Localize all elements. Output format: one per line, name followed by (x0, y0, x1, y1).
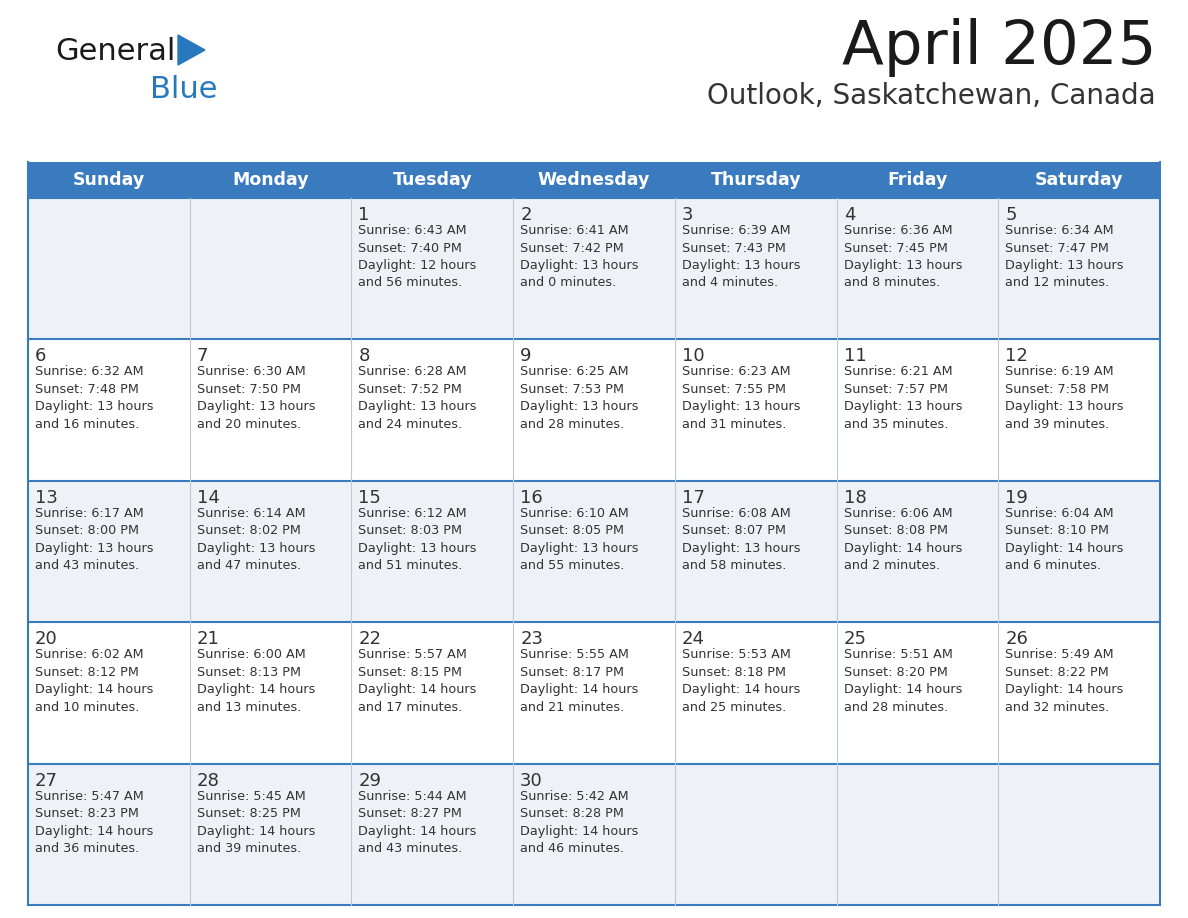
Text: 9: 9 (520, 347, 532, 365)
Text: 4: 4 (843, 206, 855, 224)
Text: Wednesday: Wednesday (538, 171, 650, 189)
Text: Sunrise: 6:12 AM
Sunset: 8:03 PM
Daylight: 13 hours
and 51 minutes.: Sunrise: 6:12 AM Sunset: 8:03 PM Dayligh… (359, 507, 476, 572)
Text: Sunrise: 6:36 AM
Sunset: 7:45 PM
Daylight: 13 hours
and 8 minutes.: Sunrise: 6:36 AM Sunset: 7:45 PM Dayligh… (843, 224, 962, 289)
Text: Saturday: Saturday (1035, 171, 1124, 189)
Bar (29, 622, 1159, 764)
Text: Sunrise: 6:00 AM
Sunset: 8:13 PM
Daylight: 14 hours
and 13 minutes.: Sunrise: 6:00 AM Sunset: 8:13 PM Dayligh… (197, 648, 315, 713)
Text: Blue: Blue (150, 75, 217, 105)
Text: Outlook, Saskatchewan, Canada: Outlook, Saskatchewan, Canada (707, 82, 1156, 110)
Polygon shape (178, 35, 206, 65)
Bar (29, 162, 1159, 198)
Text: 12: 12 (1005, 347, 1028, 365)
Text: Sunrise: 6:32 AM
Sunset: 7:48 PM
Daylight: 13 hours
and 16 minutes.: Sunrise: 6:32 AM Sunset: 7:48 PM Dayligh… (34, 365, 153, 431)
Text: 26: 26 (1005, 630, 1028, 648)
Text: Sunrise: 6:28 AM
Sunset: 7:52 PM
Daylight: 13 hours
and 24 minutes.: Sunrise: 6:28 AM Sunset: 7:52 PM Dayligh… (359, 365, 476, 431)
Text: Sunrise: 6:10 AM
Sunset: 8:05 PM
Daylight: 13 hours
and 55 minutes.: Sunrise: 6:10 AM Sunset: 8:05 PM Dayligh… (520, 507, 639, 572)
Text: 15: 15 (359, 488, 381, 507)
Text: 20: 20 (34, 630, 58, 648)
Text: 1: 1 (359, 206, 369, 224)
Text: Sunrise: 6:04 AM
Sunset: 8:10 PM
Daylight: 14 hours
and 6 minutes.: Sunrise: 6:04 AM Sunset: 8:10 PM Dayligh… (1005, 507, 1124, 572)
Text: Sunrise: 6:06 AM
Sunset: 8:08 PM
Daylight: 14 hours
and 2 minutes.: Sunrise: 6:06 AM Sunset: 8:08 PM Dayligh… (843, 507, 962, 572)
Text: Sunrise: 6:21 AM
Sunset: 7:57 PM
Daylight: 13 hours
and 35 minutes.: Sunrise: 6:21 AM Sunset: 7:57 PM Dayligh… (843, 365, 962, 431)
Bar (29, 764, 1159, 905)
Bar (29, 198, 1159, 340)
Text: 29: 29 (359, 772, 381, 789)
Text: Sunrise: 5:42 AM
Sunset: 8:28 PM
Daylight: 14 hours
and 46 minutes.: Sunrise: 5:42 AM Sunset: 8:28 PM Dayligh… (520, 789, 638, 855)
Bar (29, 481, 1159, 622)
Text: 22: 22 (359, 630, 381, 648)
Text: 23: 23 (520, 630, 543, 648)
Text: Sunrise: 5:47 AM
Sunset: 8:23 PM
Daylight: 14 hours
and 36 minutes.: Sunrise: 5:47 AM Sunset: 8:23 PM Dayligh… (34, 789, 153, 855)
Bar (29, 340, 1159, 481)
Text: Sunrise: 6:25 AM
Sunset: 7:53 PM
Daylight: 13 hours
and 28 minutes.: Sunrise: 6:25 AM Sunset: 7:53 PM Dayligh… (520, 365, 639, 431)
Text: Sunrise: 5:44 AM
Sunset: 8:27 PM
Daylight: 14 hours
and 43 minutes.: Sunrise: 5:44 AM Sunset: 8:27 PM Dayligh… (359, 789, 476, 855)
Text: Sunrise: 5:57 AM
Sunset: 8:15 PM
Daylight: 14 hours
and 17 minutes.: Sunrise: 5:57 AM Sunset: 8:15 PM Dayligh… (359, 648, 476, 713)
Text: 3: 3 (682, 206, 694, 224)
Text: 14: 14 (197, 488, 220, 507)
Text: Sunrise: 6:14 AM
Sunset: 8:02 PM
Daylight: 13 hours
and 47 minutes.: Sunrise: 6:14 AM Sunset: 8:02 PM Dayligh… (197, 507, 315, 572)
Text: April 2025: April 2025 (841, 18, 1156, 77)
Text: 6: 6 (34, 347, 46, 365)
Text: 21: 21 (197, 630, 220, 648)
Text: Sunrise: 5:45 AM
Sunset: 8:25 PM
Daylight: 14 hours
and 39 minutes.: Sunrise: 5:45 AM Sunset: 8:25 PM Dayligh… (197, 789, 315, 855)
Text: 5: 5 (1005, 206, 1017, 224)
Text: 16: 16 (520, 488, 543, 507)
Text: Sunday: Sunday (72, 171, 145, 189)
Text: Sunrise: 6:43 AM
Sunset: 7:40 PM
Daylight: 12 hours
and 56 minutes.: Sunrise: 6:43 AM Sunset: 7:40 PM Dayligh… (359, 224, 476, 289)
Text: 13: 13 (34, 488, 58, 507)
Text: 19: 19 (1005, 488, 1028, 507)
Text: 24: 24 (682, 630, 704, 648)
Text: 10: 10 (682, 347, 704, 365)
Text: Sunrise: 6:23 AM
Sunset: 7:55 PM
Daylight: 13 hours
and 31 minutes.: Sunrise: 6:23 AM Sunset: 7:55 PM Dayligh… (682, 365, 801, 431)
Text: 17: 17 (682, 488, 704, 507)
Text: Sunrise: 6:41 AM
Sunset: 7:42 PM
Daylight: 13 hours
and 0 minutes.: Sunrise: 6:41 AM Sunset: 7:42 PM Dayligh… (520, 224, 639, 289)
Text: General: General (55, 38, 176, 66)
Text: Sunrise: 6:34 AM
Sunset: 7:47 PM
Daylight: 13 hours
and 12 minutes.: Sunrise: 6:34 AM Sunset: 7:47 PM Dayligh… (1005, 224, 1124, 289)
Text: Sunrise: 6:17 AM
Sunset: 8:00 PM
Daylight: 13 hours
and 43 minutes.: Sunrise: 6:17 AM Sunset: 8:00 PM Dayligh… (34, 507, 153, 572)
Text: 18: 18 (843, 488, 866, 507)
Text: Tuesday: Tuesday (392, 171, 472, 189)
Text: Sunrise: 6:30 AM
Sunset: 7:50 PM
Daylight: 13 hours
and 20 minutes.: Sunrise: 6:30 AM Sunset: 7:50 PM Dayligh… (197, 365, 315, 431)
Text: Thursday: Thursday (710, 171, 801, 189)
Text: Sunrise: 6:08 AM
Sunset: 8:07 PM
Daylight: 13 hours
and 58 minutes.: Sunrise: 6:08 AM Sunset: 8:07 PM Dayligh… (682, 507, 801, 572)
Text: Sunrise: 5:49 AM
Sunset: 8:22 PM
Daylight: 14 hours
and 32 minutes.: Sunrise: 5:49 AM Sunset: 8:22 PM Dayligh… (1005, 648, 1124, 713)
Text: 27: 27 (34, 772, 58, 789)
Text: 11: 11 (843, 347, 866, 365)
Text: Sunrise: 5:51 AM
Sunset: 8:20 PM
Daylight: 14 hours
and 28 minutes.: Sunrise: 5:51 AM Sunset: 8:20 PM Dayligh… (843, 648, 962, 713)
Text: Friday: Friday (887, 171, 948, 189)
Text: Monday: Monday (233, 171, 309, 189)
Text: 7: 7 (197, 347, 208, 365)
Text: Sunrise: 6:19 AM
Sunset: 7:58 PM
Daylight: 13 hours
and 39 minutes.: Sunrise: 6:19 AM Sunset: 7:58 PM Dayligh… (1005, 365, 1124, 431)
Text: 8: 8 (359, 347, 369, 365)
Text: Sunrise: 5:53 AM
Sunset: 8:18 PM
Daylight: 14 hours
and 25 minutes.: Sunrise: 5:53 AM Sunset: 8:18 PM Dayligh… (682, 648, 801, 713)
Text: 25: 25 (843, 630, 866, 648)
Text: Sunrise: 5:55 AM
Sunset: 8:17 PM
Daylight: 14 hours
and 21 minutes.: Sunrise: 5:55 AM Sunset: 8:17 PM Dayligh… (520, 648, 638, 713)
Text: 2: 2 (520, 206, 532, 224)
Text: Sunrise: 6:02 AM
Sunset: 8:12 PM
Daylight: 14 hours
and 10 minutes.: Sunrise: 6:02 AM Sunset: 8:12 PM Dayligh… (34, 648, 153, 713)
Text: 28: 28 (197, 772, 220, 789)
Text: 30: 30 (520, 772, 543, 789)
Text: Sunrise: 6:39 AM
Sunset: 7:43 PM
Daylight: 13 hours
and 4 minutes.: Sunrise: 6:39 AM Sunset: 7:43 PM Dayligh… (682, 224, 801, 289)
